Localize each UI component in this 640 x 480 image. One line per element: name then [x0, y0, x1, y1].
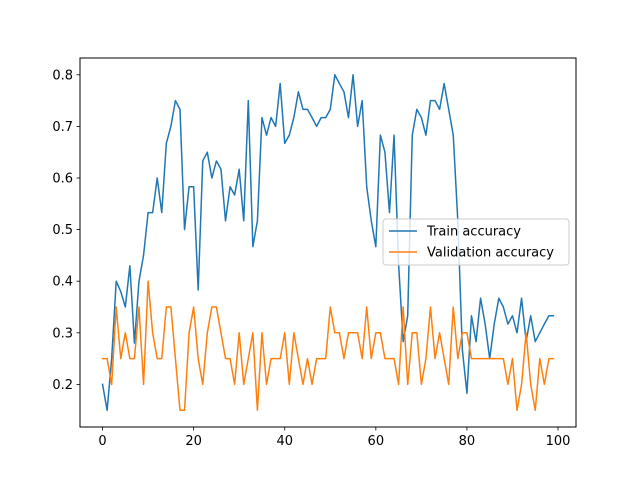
x-axis: 0 20 40 60 80 100: [98, 427, 570, 449]
x-tick-label: 60: [368, 434, 385, 449]
y-tick-label: 0.7: [52, 120, 73, 135]
x-tick-label: 80: [459, 434, 476, 449]
y-tick-label: 0.2: [52, 378, 73, 393]
x-tick-label: 20: [185, 434, 202, 449]
legend: Train accuracy Validation accuracy: [382, 218, 570, 266]
y-tick-label: 0.6: [52, 171, 73, 186]
x-tick-label: 40: [276, 434, 293, 449]
series-line-validation-accuracy: [101, 280, 555, 411]
legend-box: [382, 218, 570, 266]
plot-frame: [79, 57, 577, 428]
y-tick-label: 0.8: [52, 68, 73, 83]
legend-label-validation: Validation accuracy: [427, 246, 554, 261]
legend-label-train: Train accuracy: [426, 225, 521, 240]
series-layer: [101, 74, 555, 411]
series-line-train-accuracy: [101, 74, 555, 411]
y-axis: 0.2 0.3 0.4 0.5 0.6 0.7 0.8: [52, 68, 80, 393]
y-tick-label: 0.4: [52, 275, 73, 290]
x-tick-label: 0: [98, 434, 106, 449]
x-tick-label: 100: [546, 434, 571, 449]
y-tick-label: 0.3: [52, 326, 73, 341]
y-tick-label: 0.5: [52, 223, 73, 238]
